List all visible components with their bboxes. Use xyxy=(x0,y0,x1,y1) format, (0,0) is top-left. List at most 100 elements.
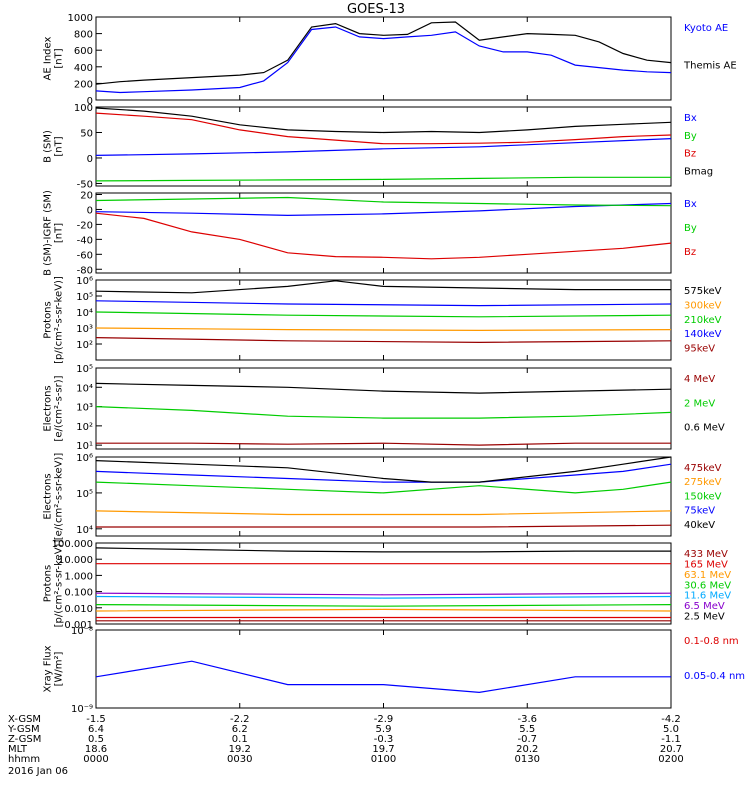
legend-entry: 300keV xyxy=(684,300,722,311)
legend-entry: 475keV xyxy=(684,463,722,474)
ephemeris-value: -2.2 xyxy=(230,714,250,725)
ephemeris-value: 18.6 xyxy=(85,744,107,755)
panel-frame xyxy=(95,279,672,361)
panel-ae: 0 200 400 600 800 1000 AE Index [nT] Kyoto AE The… xyxy=(43,13,737,107)
y-axis-label: Electrons [e/(cm²-s-sr)] xyxy=(43,375,65,441)
ephemeris-value: 6.4 xyxy=(88,724,104,735)
ephemeris-value: 5.9 xyxy=(376,724,392,735)
y-tick-label: 100 xyxy=(74,103,93,114)
series-line-bx xyxy=(95,202,672,217)
ephemeris-value: 0.1 xyxy=(232,734,248,745)
y-tick-label: 10⁴ xyxy=(76,383,93,394)
y-tick-label: 0.001 xyxy=(64,620,93,631)
y-tick-label: 10² xyxy=(76,422,93,433)
series-line-150kev xyxy=(95,481,672,494)
y-axis-label-line: [nT] xyxy=(54,48,65,68)
y-tick-label: 10² xyxy=(76,340,93,351)
ephemeris-value: -0.3 xyxy=(374,734,394,745)
y-tick-label: 10⁵ xyxy=(76,489,93,500)
ephemeris-table: X-GSM -1.5 -2.2 -2.9 -3.6 -4.2 Y-GSM 6.4 6.2 5.9 5… xyxy=(7,714,684,777)
series-line-6.5-mev xyxy=(95,592,672,596)
y-tick-label: 0 xyxy=(87,96,93,107)
series-line-95kev xyxy=(95,337,672,344)
ephemeris-value: -1.1 xyxy=(661,734,681,745)
y-tick-label: -60 xyxy=(77,250,93,261)
legend-entry: 40keV xyxy=(684,520,715,531)
legend-entry: 0.6 MeV xyxy=(684,423,725,434)
y-axis-label-line: AE Index xyxy=(43,36,54,80)
legend-entry: 11.6 MeV xyxy=(684,591,731,602)
y-tick-label: -20 xyxy=(77,220,93,231)
series-line-bx xyxy=(95,138,672,156)
series-line-2.5-mev xyxy=(95,547,671,553)
ephemeris-value: 0030 xyxy=(227,754,252,765)
legend-entry: 63.1 MeV xyxy=(684,570,731,581)
y-axis-label-line: [nT] xyxy=(54,223,65,243)
legend-entry: Themis AE xyxy=(683,61,737,72)
y-axis-label-line: [e/(cm²-s-sr-keV)] xyxy=(54,453,65,541)
legend-entry: 2.5 MeV xyxy=(684,612,725,623)
y-tick-label: 10.000 xyxy=(58,555,93,566)
y-tick-label: -50 xyxy=(77,179,93,190)
ephemeris-value: -2.9 xyxy=(374,714,394,725)
series-line-4-mev xyxy=(96,442,671,446)
legend-entry: 30.6 MeV xyxy=(684,580,731,591)
y-tick-label: 800 xyxy=(74,30,93,41)
y-tick-label: 0.010 xyxy=(64,604,93,615)
y-tick-label: 10⁴ xyxy=(76,308,93,319)
ephemeris-value: 19.2 xyxy=(229,744,251,755)
legend-entry: 75keV xyxy=(684,506,715,517)
legend-entry: By xyxy=(684,131,697,142)
legend-entry: Bz xyxy=(684,247,696,258)
y-axis-label: B (SM) [nT] xyxy=(43,130,65,163)
ephemeris-value: 6.2 xyxy=(232,724,248,735)
series-line-575kev xyxy=(95,280,671,294)
legend-entry: 95keV xyxy=(684,344,715,355)
series-line-bmag xyxy=(95,107,672,134)
ephemeris-value: 20.2 xyxy=(516,744,538,755)
y-axis-label-line: Protons xyxy=(43,565,54,602)
ephemeris-value: -3.6 xyxy=(517,714,537,725)
y-tick-label: 600 xyxy=(74,46,93,57)
y-tick-label: 10⁴ xyxy=(76,525,93,536)
legend-entry: 575keV xyxy=(684,286,722,297)
panel-frame xyxy=(95,367,672,450)
y-axis-label-line: Electrons xyxy=(43,473,54,519)
panel-elec1: 10¹ 10² 10³ 10⁴ 10⁵ Electrons [e/(cm²-s-sr)] 4 … xyxy=(43,364,725,452)
ephemeris-value: 19.7 xyxy=(372,744,394,755)
y-tick-label: 10⁶ xyxy=(76,453,93,464)
y-axis-label-line: B (SM) xyxy=(43,130,54,163)
series-line-2-mev xyxy=(95,406,672,419)
y-tick-label: 10⁶ xyxy=(76,276,93,287)
y-tick-label: 1.000 xyxy=(64,571,93,582)
legend-entry: 2 MeV xyxy=(684,398,715,409)
legend-entry: 275keV xyxy=(684,477,722,488)
y-tick-label: 10³ xyxy=(76,324,93,335)
y-tick-label: -40 xyxy=(77,235,93,246)
y-tick-label: 10¹ xyxy=(76,441,93,452)
panel-bigrf: -80 -60 -40 -20 0 20 B (SM)-IGRF (SM) [nT] Bx By B… xyxy=(43,190,697,276)
panel-frame xyxy=(95,542,672,625)
legend-entry: 6.5 MeV xyxy=(684,601,725,612)
series-line-300kev xyxy=(95,327,672,331)
series-line-bz xyxy=(95,212,672,260)
y-axis-label: Electrons [e/(cm²-s-sr-keV)] xyxy=(43,453,65,541)
y-axis-label: AE Index [nT] xyxy=(43,36,65,80)
ephemeris-value: 0130 xyxy=(515,754,540,765)
y-axis-label-line: [W/m²] xyxy=(54,651,65,686)
y-axis-label: Protons [p/(cm²-s-sr-keV)] xyxy=(43,276,65,364)
y-axis-label-line: Electrons xyxy=(43,385,54,431)
series-line-40kev xyxy=(95,456,672,483)
y-axis-label-line: Xray Flux xyxy=(43,645,54,692)
ephemeris-value: 0100 xyxy=(371,754,396,765)
series-line-140kev xyxy=(95,300,672,307)
legend-entry: 165 MeV xyxy=(684,559,728,570)
y-axis-label-line: B (SM)-IGRF (SM) xyxy=(43,190,54,276)
series-line-63.1-mev xyxy=(95,608,672,612)
chart-title: GOES-13 xyxy=(347,2,405,17)
y-tick-label: 10⁻⁹ xyxy=(71,704,93,715)
y-tick-label: 10⁻⁸ xyxy=(71,626,93,637)
y-tick-label: 100.000 xyxy=(52,539,93,550)
legend-entry: 433 MeV xyxy=(684,549,728,560)
